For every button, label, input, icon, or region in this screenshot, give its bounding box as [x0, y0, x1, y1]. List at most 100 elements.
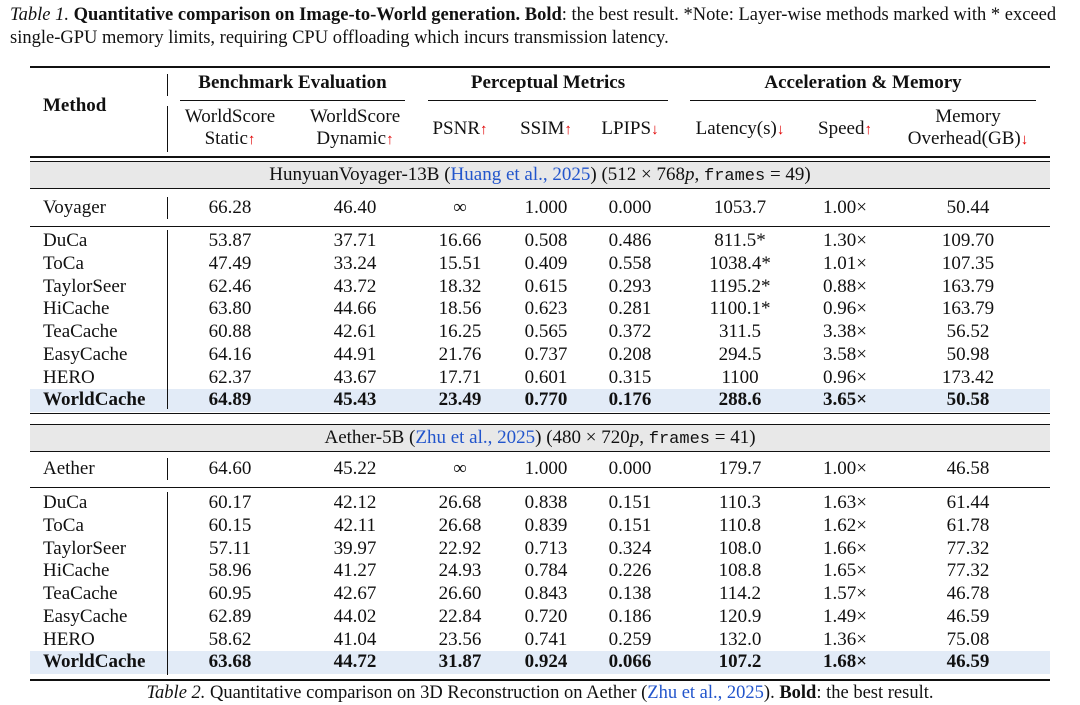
table-cell: 15.51	[438, 252, 482, 274]
group-header: Acceleration & Memory	[764, 72, 962, 93]
column-divider	[167, 197, 168, 219]
table-cell: 1100	[721, 366, 759, 388]
column-header-text: PSNR	[432, 118, 481, 139]
table-cell: 0.151	[608, 492, 652, 513]
table-cell: ToCa	[43, 514, 84, 536]
table-cell: 63.68	[208, 651, 252, 673]
direction-arrow: ↑	[386, 132, 394, 148]
section-title-part: HunyuanVoyager-13B (	[269, 164, 451, 185]
table-cell: 33.24	[333, 252, 377, 274]
table-cell: 26.68	[438, 514, 482, 536]
caption-text: ).	[763, 683, 780, 703]
table-cell: EasyCache	[43, 605, 128, 627]
bottom-rule	[30, 413, 1050, 414]
section-title: Aether-5B (Zhu et al., 2025) (480 × 720p…	[30, 426, 1050, 450]
table-cell: 1.000	[524, 458, 568, 479]
column-header: WorldScore	[280, 105, 430, 129]
table-cell: 0.741	[524, 628, 568, 650]
table-cell: TeaCache	[43, 321, 118, 342]
caption-text: : the best result.	[816, 683, 934, 703]
table-cell: 0.924	[524, 651, 568, 673]
row-rule	[30, 487, 1050, 488]
column-divider	[167, 230, 168, 409]
table-cell: 1.65×	[823, 560, 867, 582]
table-cell: 58.96	[208, 560, 252, 582]
column-header: PSNR↑	[385, 117, 535, 141]
table-cell: 0.623	[524, 298, 568, 320]
column-header-text: WorldScore	[309, 106, 401, 127]
table-cell: 62.46	[208, 275, 252, 297]
table-cell: 0.138	[608, 583, 652, 604]
table-cell: 0.784	[524, 560, 568, 582]
table-cell: 0.838	[524, 492, 568, 513]
table-cell: 0.409	[524, 252, 568, 274]
section-band	[30, 424, 1050, 451]
table-cell: 0.96×	[823, 298, 867, 320]
caption-label: Table 2.	[146, 683, 206, 703]
section-rule	[30, 451, 1050, 452]
table-cell: 110.8	[718, 514, 762, 536]
table-cell: 0.737	[524, 343, 568, 365]
table-cell: 64.16	[208, 343, 252, 365]
table-cell: 60.17	[208, 492, 252, 513]
table-cell: 0.176	[608, 389, 652, 411]
table-caption: Table 1. Quantitative comparison on Imag…	[10, 4, 1075, 50]
bottom-caption: Table 2. Quantitative comparison on 3D R…	[0, 681, 1080, 705]
table-cell: 57.11	[208, 537, 252, 559]
table-cell: 18.32	[438, 275, 482, 297]
column-header: LPIPS↓	[555, 117, 705, 141]
table-cell: Aether	[43, 458, 95, 479]
table-cell: 75.08	[946, 628, 990, 650]
table-cell: 0.324	[608, 537, 652, 559]
table-cell: 0.372	[608, 321, 652, 342]
best-row-highlight	[30, 388, 1050, 412]
caption-title: Quantitative comparison on Image-to-Worl…	[73, 5, 562, 25]
table-cell: 0.508	[524, 230, 568, 251]
table-cell: 1.00×	[823, 197, 867, 218]
citation: Zhu et al., 2025	[647, 683, 764, 703]
column-header-text: Overhead(GB)	[907, 128, 1021, 149]
table-cell: 62.89	[208, 605, 252, 627]
direction-arrow: ↓	[651, 122, 659, 138]
section-title-part: ) (480 × 720	[535, 427, 630, 448]
table-cell: 1038.4*	[709, 252, 771, 274]
table-cell: 0.843	[524, 583, 568, 604]
table-cell: 1.000	[524, 197, 568, 218]
table-cell: 46.59	[946, 605, 990, 627]
section-rule	[30, 188, 1050, 189]
table-cell: 108.0	[718, 537, 762, 559]
table-cell: 107.2	[718, 651, 762, 673]
table-cell: 811.5*	[714, 230, 766, 251]
table-cell: 0.293	[608, 275, 652, 297]
direction-arrow: ↑	[480, 122, 488, 138]
table-cell: 44.02	[333, 605, 377, 627]
table-cell: 1.49×	[823, 605, 867, 627]
direction-arrow: ↑	[564, 122, 572, 138]
column-header-text: Dynamic	[316, 128, 387, 149]
table-cell: 1.68×	[822, 651, 868, 673]
table-cell: 44.91	[333, 343, 377, 365]
table-cell: 77.32	[946, 537, 990, 559]
table-cell: TaylorSeer	[43, 537, 127, 559]
table-cell: 179.7	[718, 458, 762, 479]
column-header: Overhead(GB)↓	[893, 127, 1043, 151]
table-cell: 23.56	[438, 628, 482, 650]
table-cell: 1.63×	[823, 492, 867, 513]
table-cell: HERO	[43, 366, 95, 388]
table-cell: 22.84	[438, 605, 482, 627]
table-cell: 42.12	[333, 492, 377, 513]
table-cell: EasyCache	[43, 343, 128, 365]
column-header: WorldScore	[155, 105, 305, 129]
table-cell: 1.00×	[823, 458, 867, 479]
table-cell: 0.88×	[823, 275, 867, 297]
column-header-text: WorldScore	[184, 106, 276, 127]
section-band	[30, 161, 1050, 188]
section-title: HunyuanVoyager-13B (Huang et al., 2025) …	[30, 163, 1050, 187]
table-cell: 0.208	[608, 343, 652, 365]
section-title-part: Huang et al., 2025	[450, 164, 591, 185]
table-cell: 3.58×	[823, 343, 867, 365]
section-rule	[30, 424, 1050, 425]
table-cell: 288.6	[718, 389, 762, 411]
table-cell: 173.42	[941, 366, 995, 388]
table-cell: 3.65×	[822, 389, 868, 411]
